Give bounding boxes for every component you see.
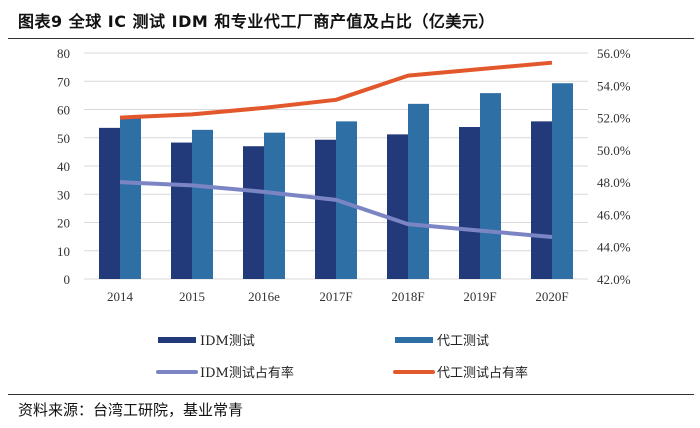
x-axis-tick: 2018F (391, 289, 424, 304)
bar-idm (243, 146, 264, 279)
bar-foundry (120, 117, 141, 279)
chart: 0 10 20 30 40 50 60 70 80 42.0% 44.0% 46.0% 48.0% 50.… (57, 46, 631, 381)
bar-foundry (336, 121, 357, 280)
x-axis-tick: 2017F (319, 289, 352, 304)
left-axis-tick: 70 (57, 74, 70, 89)
left-axis-tick: 30 (57, 187, 70, 202)
bar-idm (459, 127, 480, 279)
bar-idm (99, 127, 120, 279)
bar-foundry (192, 129, 213, 279)
right-axis-tick: 42.0% (597, 272, 631, 287)
x-axis-tick: 2019F (463, 289, 496, 304)
bar-idm (171, 142, 192, 279)
right-axis-tick: 54.0% (597, 78, 631, 93)
x-axis-tick: 2014 (107, 289, 134, 304)
source-note: 资料来源：台湾工研院，基业常青 (18, 401, 244, 419)
left-axis-tick: 60 (57, 103, 70, 118)
x-axis-tick: 2015 (179, 289, 205, 304)
bar-idm (387, 134, 408, 279)
x-axis-tick: 2020F (535, 289, 568, 304)
legend-label: IDM测试占有率 (200, 365, 294, 381)
right-axis-tick: 46.0% (597, 207, 631, 222)
right-axis-tick: 48.0% (597, 175, 631, 190)
legend-label: 代工测试占有率 (437, 365, 528, 381)
right-axis-tick: 56.0% (597, 46, 631, 61)
left-axis-tick: 10 (57, 244, 70, 259)
right-axis-tick: 50.0% (597, 143, 631, 158)
legend-swatch (395, 337, 433, 343)
title-divider (8, 38, 694, 39)
bar-idm (531, 121, 552, 280)
line-idm-share (119, 180, 553, 240)
left-axis-tick: 40 (57, 159, 70, 174)
left-axis-tick: 80 (57, 46, 70, 61)
legend-label: IDM测试 (200, 334, 255, 349)
legend-label: 代工测试 (437, 334, 489, 349)
source-divider (8, 394, 694, 395)
bar-foundry (480, 93, 501, 280)
bar-foundry (408, 103, 429, 279)
chart-title: 图表9 全球 IC 测试 IDM 和专业代工厂商产值及占比（亿美元） (18, 12, 495, 31)
left-axis-tick: 0 (64, 272, 71, 287)
line-foundry-share (119, 60, 553, 120)
left-axis-tick: 50 (57, 131, 70, 146)
bar-foundry (552, 83, 573, 279)
bar-idm (315, 139, 336, 279)
right-axis-tick: 44.0% (597, 240, 631, 255)
x-axis-tick: 2016e (248, 289, 280, 304)
right-axis-tick: 52.0% (597, 111, 631, 126)
left-axis-tick: 20 (57, 216, 70, 231)
bar-foundry (264, 132, 285, 279)
legend-swatch (158, 337, 196, 343)
